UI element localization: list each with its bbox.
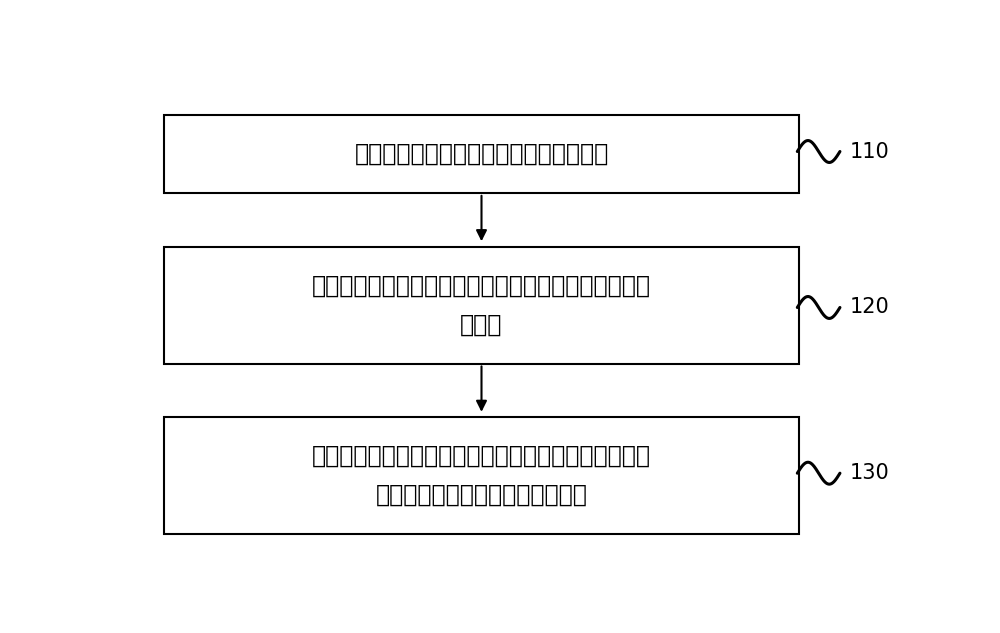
Text: 获取目标土壤区域内的至少一张土壤图片: 获取目标土壤区域内的至少一张土壤图片	[354, 142, 609, 166]
Text: 根据土壤图片中至少一个尺寸等级的土块数量，确定与
目标土壤区域对应的土壤翻耕状态: 根据土壤图片中至少一个尺寸等级的土块数量，确定与 目标土壤区域对应的土壤翻耕状态	[312, 444, 651, 507]
Bar	[164, 247, 799, 363]
Text: 110: 110	[850, 142, 889, 161]
Text: 130: 130	[850, 463, 889, 483]
Bar	[164, 115, 799, 193]
Text: 120: 120	[850, 298, 889, 318]
Text: 识别土壤图片中包括的至少一个土块，以及各土块的土
块尺寸: 识别土壤图片中包括的至少一个土块，以及各土块的土 块尺寸	[312, 273, 651, 337]
Bar	[164, 417, 799, 534]
